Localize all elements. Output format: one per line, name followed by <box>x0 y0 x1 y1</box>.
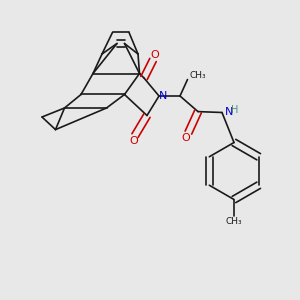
Text: CH₃: CH₃ <box>190 71 206 80</box>
Text: N: N <box>224 107 233 117</box>
Text: O: O <box>129 136 138 146</box>
Text: CH₃: CH₃ <box>226 217 242 226</box>
Text: O: O <box>150 50 159 61</box>
Text: H: H <box>231 105 238 115</box>
Text: N: N <box>159 91 167 101</box>
Text: O: O <box>182 133 190 143</box>
